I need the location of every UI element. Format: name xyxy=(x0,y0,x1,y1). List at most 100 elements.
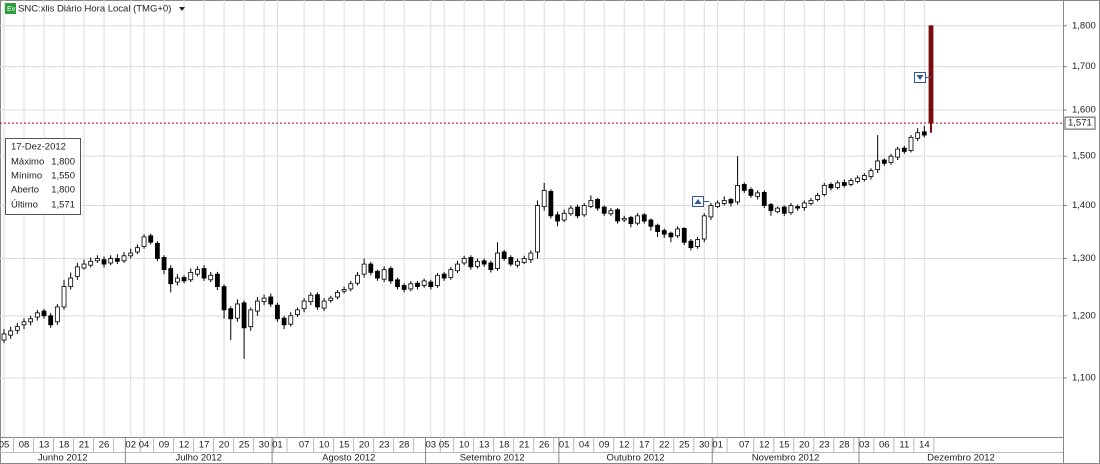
candle-body xyxy=(728,199,734,204)
candle-body xyxy=(561,212,567,221)
tooltip-value: 1,571 xyxy=(51,200,75,211)
tooltip: 17-Dez-2012 Máximo 1,800 Mínimo 1,550 Ab… xyxy=(5,138,81,215)
x-tick-label: 13 xyxy=(479,440,490,451)
x-tick-label: 23 xyxy=(379,440,390,451)
candle-body xyxy=(495,252,500,269)
candle-body xyxy=(601,206,607,214)
x-tick-label: 21 xyxy=(79,440,90,451)
candle-body xyxy=(888,155,894,163)
candle-body xyxy=(515,260,520,266)
y-tick-label: 1,100 xyxy=(1072,373,1096,384)
x-tick-label: 08 xyxy=(19,440,30,451)
candle-body xyxy=(375,270,380,279)
x-tick-label: 10 xyxy=(319,440,330,451)
candle-body xyxy=(541,189,547,207)
candle-body xyxy=(615,209,620,222)
x-tick-label: 07 xyxy=(299,440,310,451)
candle-body xyxy=(88,260,94,266)
candle-body xyxy=(668,232,674,238)
candle-body xyxy=(161,257,167,271)
candle-body xyxy=(94,258,100,262)
title-dropdown[interactable] xyxy=(179,7,185,11)
candle-body xyxy=(741,183,747,191)
x-tick-label: 25 xyxy=(679,440,690,451)
x-tick-label: 22 xyxy=(659,440,670,451)
candle-body xyxy=(348,283,354,290)
candle-body xyxy=(641,214,647,222)
candle-body xyxy=(755,192,761,197)
candle-body xyxy=(268,296,274,305)
x-tick-label: 15 xyxy=(779,440,790,451)
candle-body xyxy=(721,200,727,204)
x-tick-label: 11 xyxy=(899,440,909,451)
x-tick-label: 07 xyxy=(739,440,750,451)
candle-body xyxy=(595,199,600,209)
tooltip-label: Mínimo xyxy=(11,171,42,182)
month-label: Novembro 2012 xyxy=(752,453,820,464)
candle-body xyxy=(435,274,440,286)
tooltip-value: 1,800 xyxy=(51,157,75,168)
x-tick-label: 10 xyxy=(459,440,470,451)
candle-body xyxy=(881,159,887,164)
candle-body xyxy=(301,300,307,310)
event-marker-down[interactable] xyxy=(914,72,932,83)
x-tick-label: 25 xyxy=(239,440,250,451)
x-tick-label: 26 xyxy=(99,440,110,451)
candle-body xyxy=(415,282,420,288)
month-label: Junho 2012 xyxy=(38,453,88,464)
x-tick-label: 14 xyxy=(919,440,930,451)
candle-body xyxy=(468,257,474,268)
x-tick-label: 21 xyxy=(519,440,530,451)
candle-body xyxy=(655,224,660,232)
x-tick-label: 17 xyxy=(639,440,650,451)
candle-body xyxy=(228,308,234,320)
x-tick-label: 30 xyxy=(699,440,710,451)
candle-body xyxy=(361,263,367,275)
candle-body xyxy=(14,326,20,331)
x-tick-label: 02 xyxy=(125,440,136,451)
candle-body xyxy=(508,257,514,265)
x-tick-label: 03 xyxy=(859,440,870,451)
candle-body xyxy=(635,215,640,224)
candle-body xyxy=(174,277,180,283)
candle-body xyxy=(195,269,200,275)
candle-body xyxy=(701,215,707,240)
candle-body xyxy=(235,303,240,319)
candle-body xyxy=(528,252,534,261)
candle-body xyxy=(681,227,687,243)
candle-body xyxy=(481,260,487,265)
candle-body xyxy=(355,274,360,284)
x-tick-label: 04 xyxy=(579,440,590,451)
x-tick-label: 06 xyxy=(879,440,890,451)
x-tick-label: 28 xyxy=(839,440,850,451)
candle-body xyxy=(775,207,781,213)
candle-body xyxy=(921,131,927,136)
event-marker-up[interactable] xyxy=(692,196,710,207)
x-tick-label: 05 xyxy=(0,440,9,451)
candle-body xyxy=(761,191,767,206)
candle-body xyxy=(768,204,774,212)
candle-body xyxy=(428,281,434,288)
x-tick-label: 20 xyxy=(799,440,810,451)
candles xyxy=(1,25,934,359)
y-tick-label: 1,400 xyxy=(1072,200,1096,211)
candle-body xyxy=(868,170,874,177)
candle-body xyxy=(188,272,194,281)
candle-body xyxy=(548,190,554,217)
chart-title[interactable]: SNC:xlis Diário Hora Local (TMG+0) xyxy=(18,4,171,15)
candle-body xyxy=(568,207,574,215)
x-tick-label: 12 xyxy=(759,440,770,451)
candle-body xyxy=(848,180,854,185)
candle-body xyxy=(315,294,320,308)
candle-body xyxy=(215,273,220,288)
x-tick-label: 05 xyxy=(439,440,450,451)
grid xyxy=(0,0,1063,437)
candle-body xyxy=(588,200,594,207)
y-tick-label: 1,700 xyxy=(1072,61,1096,72)
y-tick-label: 1,200 xyxy=(1072,310,1096,321)
candle-body xyxy=(855,177,861,182)
tooltip-title: 17-Dez-2012 xyxy=(11,142,66,153)
candle-body xyxy=(395,279,400,288)
candle-body xyxy=(168,268,174,285)
